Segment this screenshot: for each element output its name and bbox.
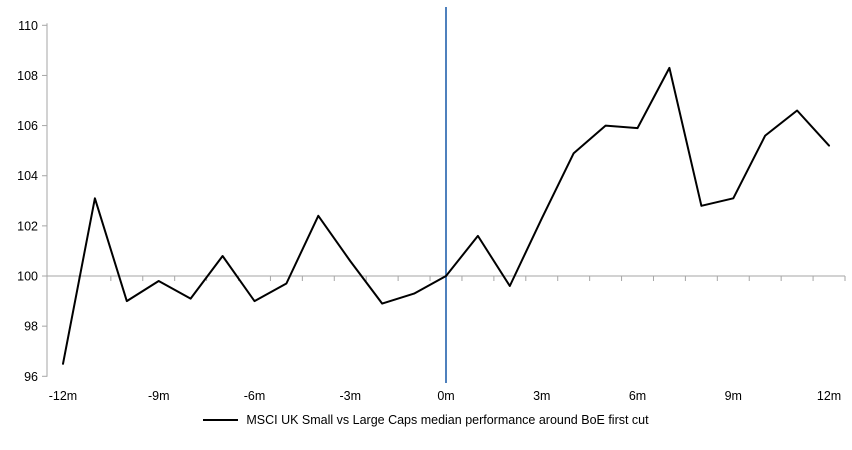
- x-axis-tick-label: 3m: [533, 389, 550, 403]
- x-axis-tick-label: 6m: [629, 389, 646, 403]
- y-axis-tick-label: 96: [24, 370, 38, 384]
- y-axis-tick-label: 104: [17, 169, 38, 183]
- x-axis-tick-label: -12m: [49, 389, 77, 403]
- x-axis-tick-label: 0m: [437, 389, 454, 403]
- legend: MSCI UK Small vs Large Caps median perfo…: [0, 410, 852, 430]
- y-axis-tick-label: 108: [17, 69, 38, 83]
- y-axis-tick-label: 102: [17, 219, 38, 233]
- legend-line-swatch: [203, 419, 239, 421]
- y-axis-tick-label: 100: [17, 270, 38, 284]
- y-axis-tick-label: 98: [24, 320, 38, 334]
- legend-label: MSCI UK Small vs Large Caps median perfo…: [246, 413, 649, 427]
- x-axis-tick-label: 12m: [817, 389, 841, 403]
- x-axis-tick-label: -6m: [244, 389, 266, 403]
- y-axis-tick-label: 110: [18, 19, 38, 33]
- series-line: [62, 66, 830, 365]
- x-axis-tick-label: -9m: [148, 389, 170, 403]
- x-axis-tick-label: 9m: [725, 389, 742, 403]
- y-axis-tick-label: 106: [17, 119, 38, 133]
- x-axis-tick-label: -3m: [339, 389, 361, 403]
